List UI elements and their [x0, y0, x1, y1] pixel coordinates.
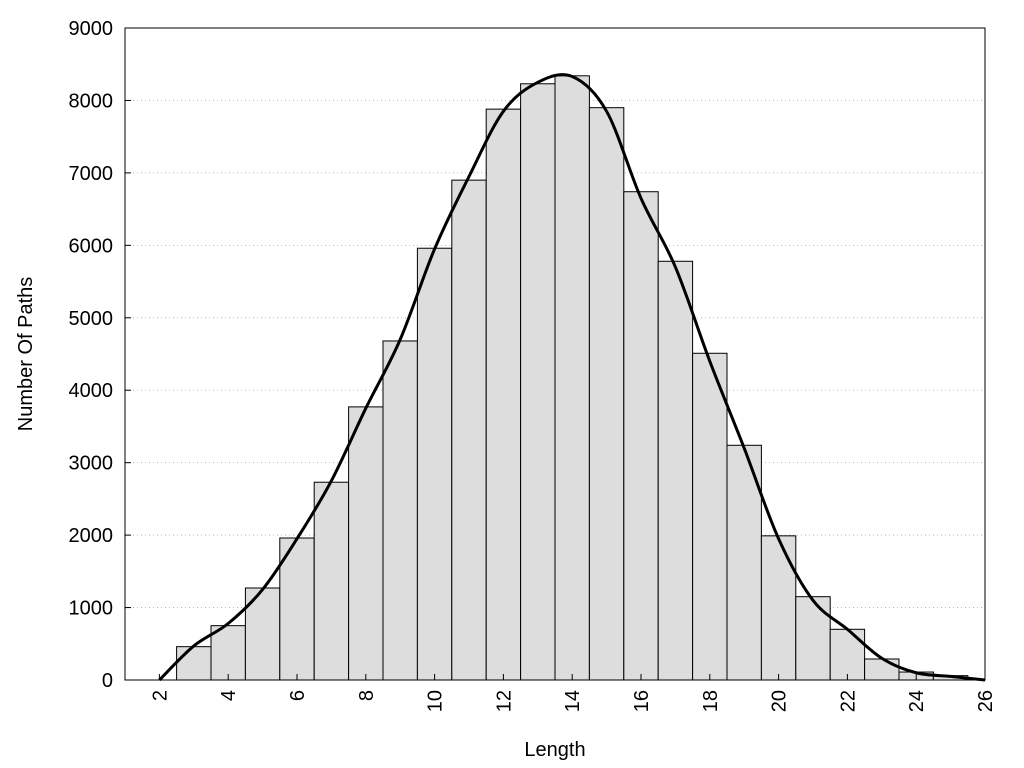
bar [623, 191, 659, 681]
bar [313, 481, 350, 681]
bar [348, 406, 384, 681]
curve [158, 73, 986, 682]
bar [692, 352, 728, 681]
bar [382, 340, 418, 681]
bar [588, 107, 625, 681]
x-tick-label: 16 [631, 690, 653, 712]
y-tick-label: 0 [102, 670, 113, 692]
y-tick-label: 7000 [69, 163, 114, 185]
plot-frame [124, 27, 986, 681]
bar [520, 83, 556, 681]
bar [485, 108, 522, 681]
x-tick-label: 4 [218, 690, 240, 701]
x-tick-label: 6 [287, 690, 309, 701]
bar [176, 646, 212, 681]
y-tick-label: 3000 [69, 453, 114, 475]
x-tick-label: 12 [493, 690, 515, 712]
x-tick-label: 20 [769, 690, 791, 712]
x-tick-label: 24 [906, 690, 928, 712]
y-tick-label: 1000 [69, 598, 114, 620]
x-tick-label: 2 [149, 690, 171, 701]
x-tick-label: 18 [700, 690, 722, 712]
bar [829, 628, 866, 681]
bar [760, 535, 797, 681]
x-tick-label: 8 [356, 690, 378, 701]
y-tick-label: 9000 [69, 18, 114, 40]
y-tick-label: 2000 [69, 525, 114, 547]
y-tick-label: 5000 [69, 308, 114, 330]
x-tick-label: 22 [837, 690, 859, 712]
bar [554, 75, 590, 681]
bar [864, 658, 900, 681]
x-tick-label: 26 [975, 690, 997, 712]
bar [416, 247, 453, 681]
bar [210, 625, 246, 681]
bar [451, 179, 487, 681]
y-axis-label: Number Of Paths [15, 277, 37, 432]
x-axis-label: Length [524, 739, 585, 761]
y-tick-label: 6000 [69, 235, 114, 257]
bar [795, 596, 831, 681]
x-tick-label: 10 [425, 690, 447, 712]
y-tick-label: 8000 [69, 90, 114, 112]
bar [657, 260, 694, 681]
x-tick-label: 14 [562, 690, 584, 712]
y-tick-label: 4000 [69, 380, 114, 402]
